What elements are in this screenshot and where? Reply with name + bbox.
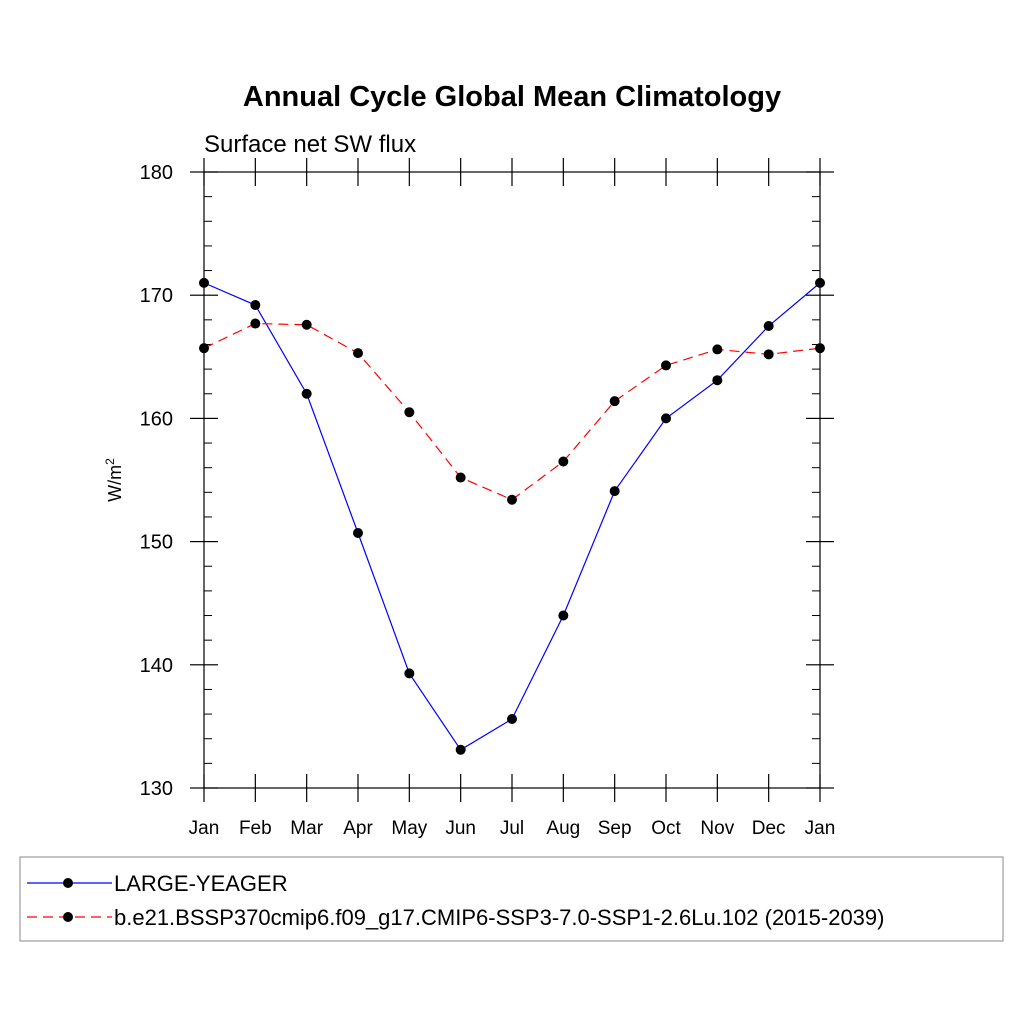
data-point	[558, 456, 569, 467]
y-tick-label: 170	[140, 285, 173, 307]
x-tick-label: Aug	[546, 818, 580, 839]
data-point	[661, 413, 671, 424]
x-tick-label: Jan	[189, 818, 220, 839]
x-tick-label: Jul	[500, 818, 524, 839]
legend-item-2: b.e21.BSSP370cmip6.f09_g17.CMIP6-SSP3-7.…	[27, 905, 884, 930]
plot-frame	[203, 171, 821, 789]
y-tick-label: 160	[140, 408, 173, 430]
axes: 130 140 150 160 170 180 Jan Feb Mar Apr May Jun Jul A…	[140, 158, 836, 839]
legend-marker	[63, 912, 73, 922]
chart-subtitle: Surface net SW flux	[204, 131, 416, 158]
legend: LARGE-YEAGER b.e21.BSSP370cmip6.f09_g17.C…	[19, 856, 1004, 942]
legend-label: b.e21.BSSP370cmip6.f09_g17.CMIP6-SSP3-7.…	[114, 905, 884, 930]
x-tick-label: Jun	[445, 818, 476, 839]
y-tick-label: 150	[140, 532, 173, 554]
data-point	[815, 343, 825, 354]
data-point	[199, 277, 209, 288]
data-point	[609, 396, 620, 407]
data-point	[815, 277, 825, 288]
series-1	[199, 277, 825, 755]
data-point	[404, 668, 415, 679]
data-point	[712, 344, 723, 355]
data-point	[301, 388, 312, 399]
y-axis-label: W/m2	[103, 458, 125, 502]
data-point	[353, 527, 363, 538]
x-tick-label: Nov	[700, 818, 734, 839]
data-point	[455, 472, 466, 483]
legend-label: LARGE-YEAGER	[114, 871, 288, 896]
y-tick-label: 130	[140, 778, 173, 800]
series-line	[203, 322, 821, 501]
data-point	[455, 744, 466, 755]
data-point	[507, 714, 517, 725]
x-tick-label: Apr	[343, 818, 373, 839]
data-point	[353, 348, 363, 359]
legend-marker	[63, 878, 73, 888]
legend-box	[19, 856, 1004, 942]
data-point	[763, 349, 774, 360]
y-axis-label-text: W/m	[105, 465, 125, 502]
data-point	[199, 343, 209, 354]
series-layer	[199, 277, 825, 755]
data-point	[558, 610, 569, 621]
data-point	[404, 407, 415, 418]
data-point	[609, 486, 620, 497]
data-point	[661, 360, 671, 371]
y-tick-label: 140	[140, 655, 173, 677]
x-tick-label: May	[391, 818, 427, 839]
x-tick-label: Sep	[598, 818, 632, 839]
x-tick-label: Feb	[239, 818, 272, 839]
chart-title: Annual Cycle Global Mean Climatology	[243, 81, 781, 113]
data-point	[250, 300, 261, 311]
series-2	[199, 318, 825, 505]
legend-item-1: LARGE-YEAGER	[27, 871, 288, 896]
x-tick-label: Dec	[752, 818, 786, 839]
x-tick-label: Jan	[805, 818, 836, 839]
data-point	[712, 375, 723, 386]
x-tick-label: Oct	[651, 818, 681, 839]
data-point	[507, 494, 517, 505]
series-line	[203, 282, 821, 751]
y-axis-label-superscript: 2	[103, 458, 117, 465]
data-point	[250, 318, 261, 329]
y-tick-label: 180	[140, 162, 173, 184]
data-point	[301, 319, 312, 330]
data-point	[763, 321, 774, 331]
x-tick-label: Mar	[290, 818, 323, 839]
